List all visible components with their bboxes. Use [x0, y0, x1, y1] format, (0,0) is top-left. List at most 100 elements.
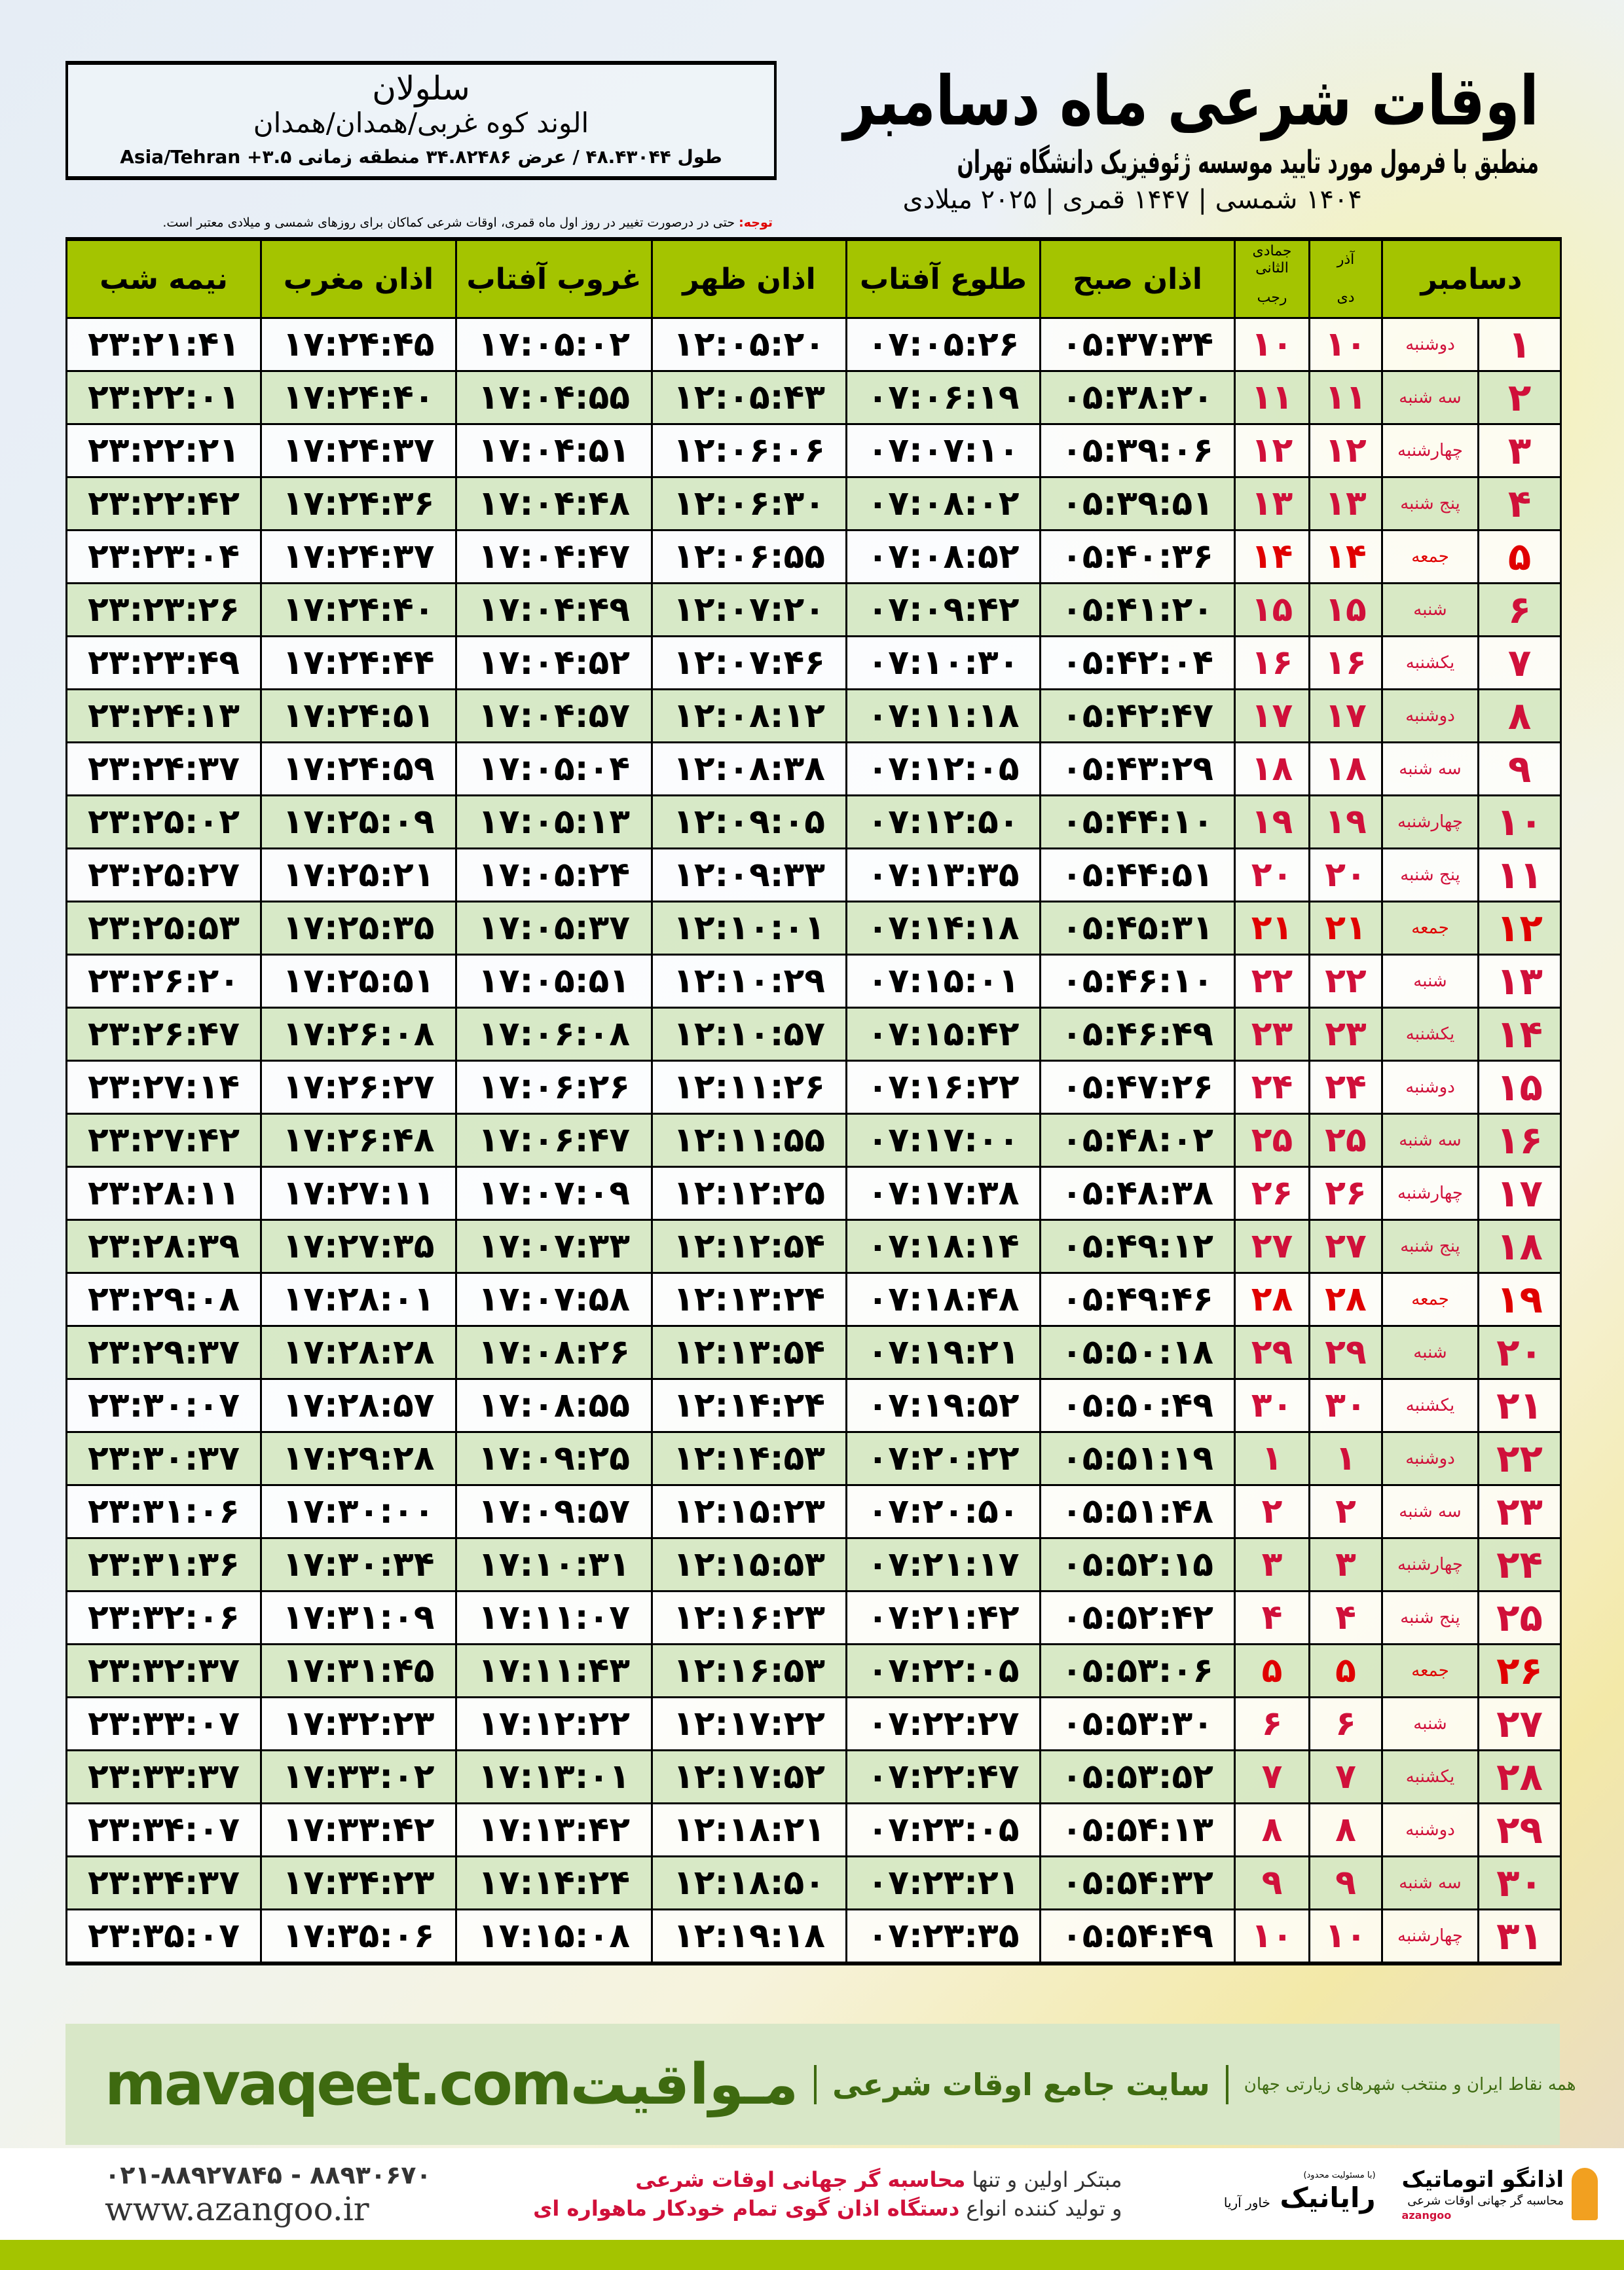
mavaqeet-url[interactable]: mavaqeet.com	[105, 2050, 572, 2119]
table-row: ۲۰ شنبه ۲۹ ۲۹ ۰۵:۵۰:۱۸ ۰۷:۱۹:۲۱ ۱۲:۱۳:۵۴ ۱۷:۰۸:…	[65, 1325, 1562, 1380]
midnight-time: ۲۳:۲۴:۳۷	[65, 741, 262, 796]
sunset-time: ۱۷:۰۹:۵۷	[455, 1484, 653, 1539]
maghrib-time: ۱۷:۳۱:۰۹	[260, 1590, 457, 1645]
table-row: ۲۸ یکشنبه ۷ ۷ ۰۵:۵۳:۵۲ ۰۷:۲۲:۴۷ ۱۲:۱۷:۵۲ ۱۷:۱۳:…	[65, 1749, 1562, 1804]
header-midnight: نیمه شب	[65, 238, 262, 319]
solar-day: ۲۸	[1308, 1272, 1383, 1327]
solar-day: ۵	[1308, 1643, 1383, 1698]
fajr-time: ۰۵:۴۵:۳۱	[1039, 901, 1236, 956]
table-row: ۳۰ سه شنبه ۹ ۹ ۰۵:۵۴:۳۲ ۰۷:۲۳:۲۱ ۱۲:۱۸:۵۰ ۱۷:۱۴…	[65, 1855, 1562, 1910]
sunset-time: ۱۷:۰۵:۰۲	[455, 317, 653, 372]
weekday: پنج شنبه	[1380, 1590, 1480, 1645]
table-row: ۱۷ چهارشنبه ۲۶ ۲۶ ۰۵:۴۸:۳۸ ۰۷:۱۷:۳۸ ۱۲:۱۲:۲۵ ۱۷…	[65, 1166, 1562, 1221]
lunar-day: ۹	[1234, 1855, 1310, 1910]
solar-day: ۶	[1308, 1696, 1383, 1751]
lunar-day: ۱۹	[1234, 794, 1310, 849]
midnight-time: ۲۳:۲۸:۱۱	[65, 1166, 262, 1221]
fajr-time: ۰۵:۵۴:۳۲	[1039, 1855, 1236, 1910]
dhuhr-time: ۱۲:۰۹:۰۵	[651, 794, 847, 849]
day-number: ۱۵	[1477, 1060, 1562, 1115]
location-box: سلولان الوند کوه غربی/همدان/همدان طول ۴۸…	[65, 61, 777, 180]
midnight-time: ۲۳:۲۱:۴۱	[65, 317, 262, 372]
fajr-time: ۰۵:۴۲:۰۴	[1039, 635, 1236, 690]
sunset-time: ۱۷:۱۱:۴۳	[455, 1643, 653, 1698]
dhuhr-time: ۱۲:۱۴:۲۴	[651, 1378, 847, 1433]
sunset-time: ۱۷:۱۱:۰۷	[455, 1590, 653, 1645]
maghrib-time: ۱۷:۲۵:۵۱	[260, 954, 457, 1009]
header-dhuhr: اذان ظهر	[651, 238, 847, 319]
dhuhr-time: ۱۲:۱۶:۲۳	[651, 1590, 847, 1645]
solar-day: ۴	[1308, 1590, 1383, 1645]
day-number: ۸	[1477, 688, 1562, 743]
solar-day: ۲۷	[1308, 1219, 1383, 1274]
rayanik-name: رایانیک	[1280, 2181, 1376, 2214]
fajr-time: ۰۵:۴۴:۵۱	[1039, 847, 1236, 902]
fajr-time: ۰۵:۴۸:۰۲	[1039, 1113, 1236, 1168]
day-number: ۲۴	[1477, 1537, 1562, 1592]
lunar-day: ۲۸	[1234, 1272, 1310, 1327]
solar-day: ۱۰	[1308, 1908, 1383, 1965]
midnight-time: ۲۳:۳۰:۳۷	[65, 1431, 262, 1486]
location-name: سلولان	[372, 69, 470, 107]
divider	[814, 2064, 817, 2104]
azangoo-url[interactable]: www.azangoo.ir	[105, 2190, 369, 2228]
dhuhr-time: ۱۲:۱۰:۵۷	[651, 1007, 847, 1062]
maghrib-time: ۱۷:۲۵:۳۵	[260, 901, 457, 956]
header-solar: آذر دی	[1308, 238, 1383, 319]
sunrise-time: ۰۷:۰۸:۵۲	[845, 529, 1041, 584]
weekday: شنبه	[1380, 1325, 1480, 1380]
maghrib-time: ۱۷:۲۴:۴۵	[260, 317, 457, 372]
table-row: ۲۱ یکشنبه ۳۰ ۳۰ ۰۵:۵۰:۴۹ ۰۷:۱۹:۵۲ ۱۲:۱۴:۲۴ ۱۷:۰…	[65, 1378, 1562, 1433]
solar-day: ۲۲	[1308, 954, 1383, 1009]
weekday: جمعه	[1380, 901, 1480, 956]
weekday: دوشنبه	[1380, 317, 1480, 372]
maghrib-time: ۱۷:۲۸:۵۷	[260, 1378, 457, 1433]
midnight-time: ۲۳:۲۹:۰۸	[65, 1272, 262, 1327]
fajr-time: ۰۵:۳۹:۵۱	[1039, 476, 1236, 531]
solar-day: ۲۵	[1308, 1113, 1383, 1168]
day-number: ۲۰	[1477, 1325, 1562, 1380]
lunar-day: ۱۲	[1234, 423, 1310, 478]
weekday: چهارشنبه	[1380, 1537, 1480, 1592]
table-row: ۱۴ یکشنبه ۲۳ ۲۳ ۰۵:۴۶:۴۹ ۰۷:۱۵:۴۲ ۱۲:۱۰:۵۷ ۱۷:۰…	[65, 1007, 1562, 1062]
table-row: ۶ شنبه ۱۵ ۱۵ ۰۵:۴۱:۲۰ ۰۷:۰۹:۴۲ ۱۲:۰۷:۲۰ ۱۷:۰۴:۴…	[65, 582, 1562, 637]
maghrib-time: ۱۷:۲۸:۰۱	[260, 1272, 457, 1327]
fajr-time: ۰۵:۵۰:۴۹	[1039, 1378, 1236, 1433]
day-number: ۱۴	[1477, 1007, 1562, 1062]
sunrise-time: ۰۷:۲۰:۲۲	[845, 1431, 1041, 1486]
sunrise-time: ۰۷:۲۲:۴۷	[845, 1749, 1041, 1804]
table-row: ۲۵ پنج شنبه ۴ ۴ ۰۵:۵۲:۴۲ ۰۷:۲۱:۴۲ ۱۲:۱۶:۲۳ ۱۷:۱…	[65, 1590, 1562, 1645]
fajr-time: ۰۵:۴۱:۲۰	[1039, 582, 1236, 637]
midnight-time: ۲۳:۲۳:۲۶	[65, 582, 262, 637]
midnight-time: ۲۳:۲۲:۴۲	[65, 476, 262, 531]
dhuhr-time: ۱۲:۰۶:۳۰	[651, 476, 847, 531]
solar-day: ۲۱	[1308, 901, 1383, 956]
header-lunar-top: جمادی الثانی	[1252, 243, 1292, 276]
fajr-time: ۰۵:۵۳:۰۶	[1039, 1643, 1236, 1698]
sunset-time: ۱۷:۱۰:۳۱	[455, 1537, 653, 1592]
midnight-time: ۲۳:۲۸:۳۹	[65, 1219, 262, 1274]
day-number: ۲۹	[1477, 1802, 1562, 1857]
fajr-time: ۰۵:۴۶:۱۰	[1039, 954, 1236, 1009]
maghrib-time: ۱۷:۲۷:۳۵	[260, 1219, 457, 1274]
sunrise-time: ۰۷:۰۶:۱۹	[845, 370, 1041, 425]
day-number: ۹	[1477, 741, 1562, 796]
sunrise-time: ۰۷:۱۰:۳۰	[845, 635, 1041, 690]
table-row: ۲۴ چهارشنبه ۳ ۳ ۰۵:۵۲:۱۵ ۰۷:۲۱:۱۷ ۱۲:۱۵:۵۳ ۱۷:۱…	[65, 1537, 1562, 1592]
rayanik-side: خاور آریا	[1223, 2194, 1270, 2210]
midnight-time: ۲۳:۲۵:۲۷	[65, 847, 262, 902]
midnight-time: ۲۳:۲۴:۱۳	[65, 688, 262, 743]
maghrib-time: ۱۷:۳۰:۳۴	[260, 1537, 457, 1592]
midnight-time: ۲۳:۳۳:۰۷	[65, 1696, 262, 1751]
header-solar-top: آذر	[1337, 251, 1355, 268]
azangoo-logo-text: اذانگو اتوماتیک محاسبه گر جهانی اوقات شر…	[1402, 2166, 1564, 2222]
lunar-day: ۱	[1234, 1431, 1310, 1486]
midnight-time: ۲۳:۲۷:۴۲	[65, 1113, 262, 1168]
maghrib-time: ۱۷:۲۸:۲۸	[260, 1325, 457, 1380]
maghrib-time: ۱۷:۳۳:۴۲	[260, 1802, 457, 1857]
solar-day: ۱۶	[1308, 635, 1383, 690]
promo2-text: و تولید کننده انواع	[959, 2196, 1122, 2221]
header-lunar-bottom: رجب	[1257, 289, 1287, 306]
day-number: ۶	[1477, 582, 1562, 637]
fajr-time: ۰۵:۳۷:۳۴	[1039, 317, 1236, 372]
